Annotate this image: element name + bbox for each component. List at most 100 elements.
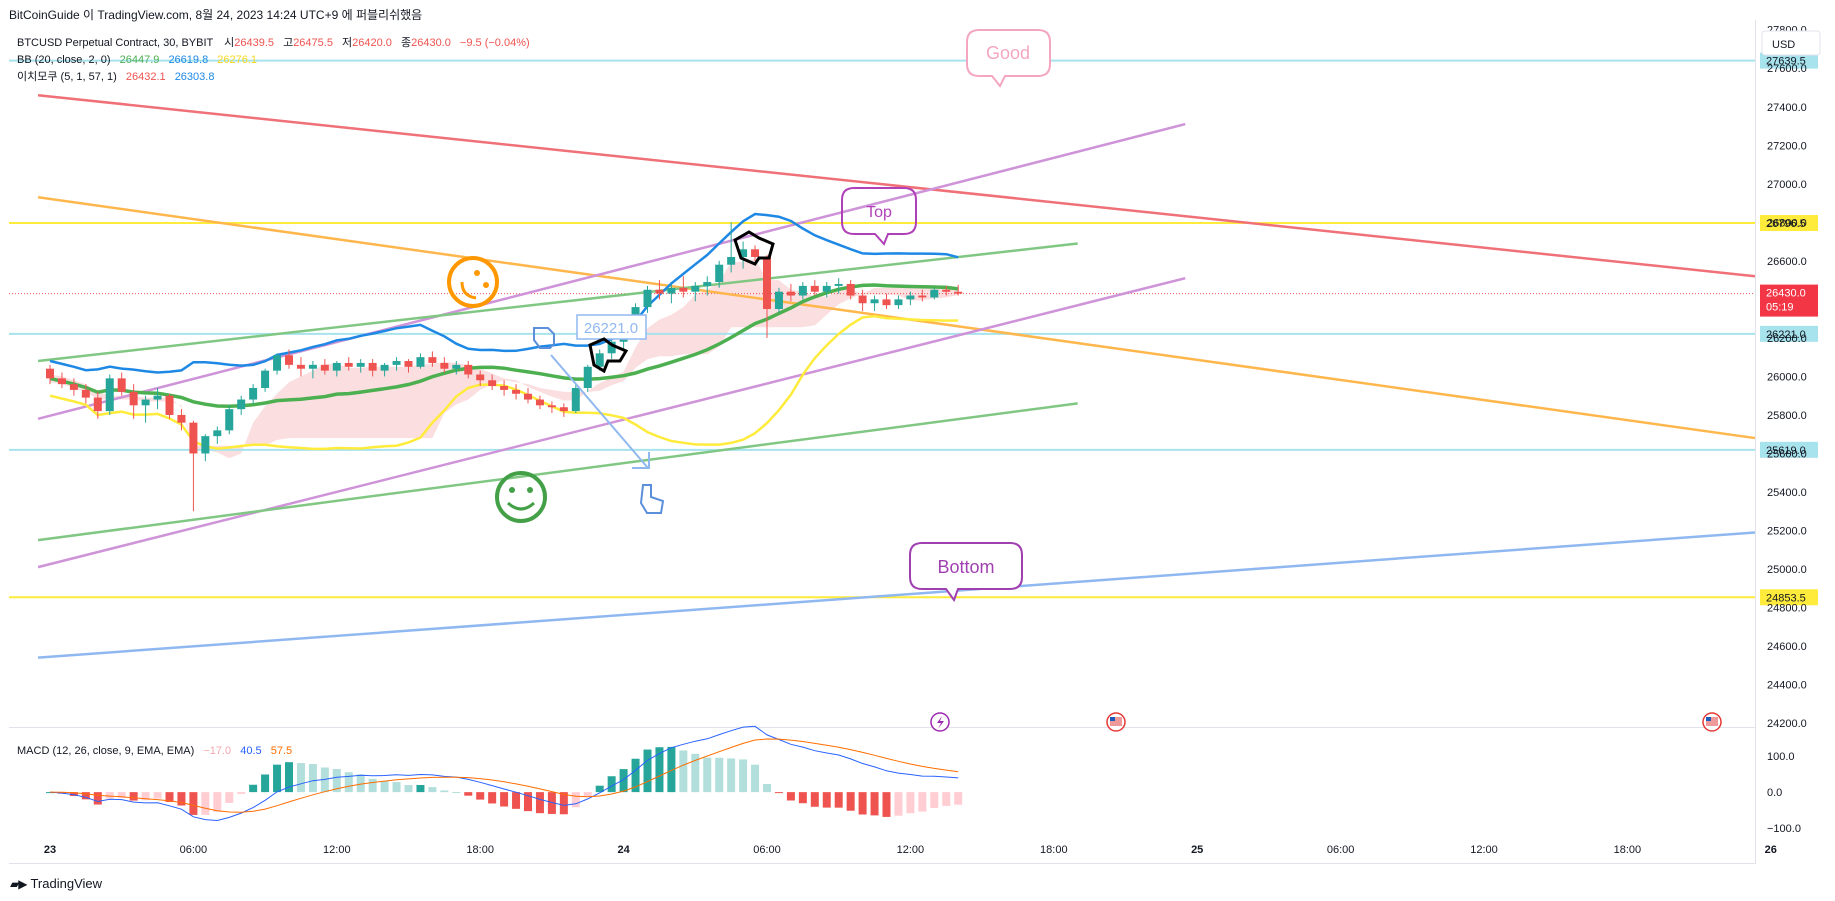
candle-body	[798, 285, 807, 296]
candle-body	[918, 295, 927, 298]
candle-body	[237, 399, 246, 410]
top-callout[interactable]: Top	[841, 187, 917, 246]
macd-histogram-bar	[559, 792, 568, 815]
macd-histogram-bar	[930, 792, 939, 808]
attribution-text: BitCoinGuide 이 TradingView.com, 8월 24, 2…	[9, 8, 423, 22]
purple-trend-line[interactable]	[37, 122, 1186, 421]
red-trend-line[interactable]	[37, 93, 1756, 278]
brand-name: TradingView	[30, 876, 103, 891]
legend-symbol: BTCUSD Perpetual Contract, 30, BYBIT 시26…	[17, 36, 530, 49]
macd-histogram-bar	[619, 769, 628, 793]
candle-body	[763, 257, 771, 310]
macd-histogram-bar	[858, 792, 867, 815]
price-tick-label: 26200.0	[1767, 333, 1807, 345]
black-hand-icon[interactable]	[588, 230, 775, 374]
candle-body	[524, 393, 532, 400]
macd-histogram-bar	[296, 763, 305, 793]
price-tick-label: 26800.0	[1767, 217, 1807, 229]
currency-button[interactable]: USD	[1761, 30, 1821, 56]
horizontal-levels[interactable]: 27639.5 26796.5 26221.0 25619.0 24853.5	[9, 52, 1818, 606]
macd-histogram-bar	[93, 792, 102, 805]
price-tick-label: 25000.0	[1767, 564, 1807, 576]
price-tick-label: 24200.0	[1767, 718, 1807, 730]
time-tick-label: 18:00	[1040, 844, 1068, 856]
candle-body	[822, 285, 831, 292]
candle-body	[882, 299, 891, 306]
green-trend-line[interactable]	[37, 402, 1078, 542]
candle-body	[954, 291, 963, 294]
macd-histogram-bar	[595, 785, 604, 793]
candle-body	[189, 422, 198, 454]
blue-trend-line[interactable]	[37, 531, 1756, 659]
macd-histogram-bar	[416, 784, 425, 793]
candle-body	[906, 295, 915, 300]
candle-body	[380, 364, 389, 371]
macd-histogram-bar	[452, 791, 461, 793]
macd-tick-label: 0.0	[1767, 787, 1782, 799]
candle-body	[416, 357, 425, 367]
candle-body	[476, 374, 485, 381]
macd-histogram-bar	[249, 784, 258, 793]
candle-body	[571, 387, 580, 412]
legend-macd: MACD (12, 26, close, 9, EMA, EMA) −17.0 …	[17, 745, 292, 757]
macd-histogram-bar	[524, 792, 532, 812]
macd-histogram-bar	[774, 792, 783, 794]
candle-body	[428, 357, 437, 363]
good-callout[interactable]: Good	[966, 29, 1051, 88]
candle-body	[607, 341, 616, 354]
macd-histogram-bar	[69, 792, 78, 797]
time-tick-label: 25	[1191, 844, 1203, 856]
price-tick-label: 24400.0	[1767, 680, 1807, 692]
signal-line	[49, 738, 959, 813]
macd-histogram-bar	[583, 792, 592, 797]
price-note-box[interactable]: 26221.0	[576, 314, 647, 340]
time-axis[interactable]: 23 06:00 12:00 18:00 24 06:00 12:00 18:00 25 06:0…	[44, 844, 1777, 856]
macd-histogram-bar	[81, 792, 90, 800]
candle-body	[547, 405, 556, 408]
bollinger-bands	[49, 212, 959, 451]
macd-histogram-bar	[954, 792, 963, 805]
green-trend-line[interactable]	[37, 242, 1078, 363]
level-price-label: 25619.0	[1766, 445, 1806, 457]
us-flag-event-icon[interactable]	[1702, 712, 1722, 732]
worried-face-icon[interactable]	[447, 256, 499, 308]
publish-attribution: BitCoinGuide 이 TradingView.com, 8월 24, 2…	[9, 6, 422, 23]
blue-arrow-icon[interactable]	[550, 354, 650, 469]
macd-histogram-bar	[237, 792, 246, 794]
candle-body	[356, 362, 365, 367]
current-price: 26430.0	[1766, 288, 1806, 300]
bottom-callout[interactable]: Bottom	[909, 542, 1023, 603]
macd-histogram-bar	[607, 776, 616, 793]
candle-body	[285, 355, 293, 365]
candle-body	[858, 295, 867, 304]
macd-histogram-bar	[763, 783, 771, 793]
macd-histogram-bar	[786, 792, 795, 801]
macd-histogram-bar	[906, 792, 915, 814]
pointing-hand-icon[interactable]	[533, 327, 665, 514]
price-axis[interactable]: 27800.027600.027400.027200.027000.026800…	[1767, 25, 1807, 835]
lightning-event-icon[interactable]	[930, 712, 950, 732]
macd-histogram-bar	[440, 790, 449, 793]
price-note-text: 26221.0	[584, 320, 638, 337]
macd-histogram-bar	[141, 792, 150, 801]
smiley-face-icon[interactable]	[495, 471, 547, 523]
candle-body	[225, 409, 234, 431]
candle-body	[870, 299, 879, 304]
macd-histogram-bar	[727, 758, 736, 793]
purple-trend-line[interactable]	[37, 276, 1186, 569]
time-tick-label: 23	[44, 844, 56, 856]
bb-upper-line	[49, 212, 959, 374]
price-tick-label: 27400.0	[1767, 102, 1807, 114]
candle-body	[512, 389, 521, 394]
macd-histogram-bar	[571, 792, 580, 808]
macd-histogram-bar	[751, 764, 760, 793]
tradingview-branding[interactable]: ▰▶ TradingView	[10, 876, 102, 891]
bottom-label: Bottom	[937, 557, 994, 577]
us-flag-event-icon[interactable]	[1106, 712, 1126, 732]
macd-histogram-bar	[882, 792, 891, 817]
macd-histogram-bar	[691, 753, 700, 793]
candle-body	[751, 249, 760, 257]
trend-lines[interactable]	[37, 93, 1756, 659]
candle-body	[942, 289, 951, 292]
